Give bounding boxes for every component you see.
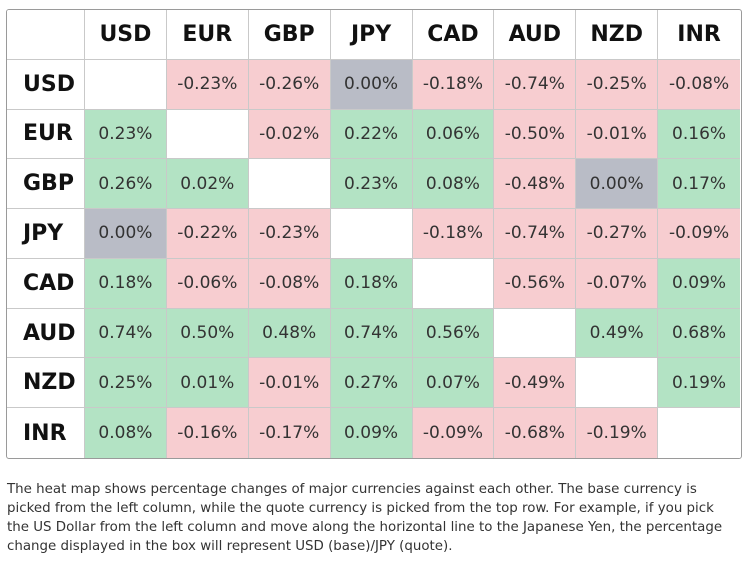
heatmap-cell-jpy-inr: -0.09% — [658, 209, 740, 259]
heatmap-cell-nzd-aud: -0.49% — [494, 358, 577, 409]
heatmap-cell-inr-nzd: -0.19% — [576, 408, 659, 458]
heatmap-cell-jpy-usd: 0.00% — [85, 209, 167, 259]
heatmap-cell-usd-aud: -0.74% — [494, 59, 577, 110]
heatmap-cell-inr-usd: 0.08% — [85, 408, 167, 458]
heatmap-cell-gbp-gbp — [248, 159, 331, 210]
heatmap-cell-jpy-jpy — [330, 209, 413, 259]
heatmap-cell-jpy-aud: -0.74% — [494, 209, 577, 259]
heatmap-cell-usd-jpy: 0.00% — [330, 59, 413, 110]
heatmap-cell-aud-eur: 0.50% — [166, 308, 249, 359]
row-header-cad: CAD — [7, 258, 85, 309]
heatmap-cell-usd-cad: -0.18% — [412, 59, 495, 110]
column-header-jpy: JPY — [330, 10, 413, 60]
heatmap-cell-inr-cad: -0.09% — [412, 408, 495, 458]
heatmap-caption: The heat map shows percentage changes of… — [7, 482, 723, 554]
heatmap-cell-eur-eur — [166, 109, 249, 160]
heatmap-cell-gbp-aud: -0.48% — [494, 159, 577, 210]
heatmap-cell-inr-jpy: 0.09% — [330, 408, 413, 458]
heatmap-cell-cad-inr: 0.09% — [658, 258, 740, 309]
heatmap-cell-cad-gbp: -0.08% — [248, 258, 331, 309]
heatmap-cell-gbp-jpy: 0.23% — [330, 159, 413, 210]
heatmap-cell-cad-eur: -0.06% — [166, 258, 249, 309]
row-header-aud: AUD — [7, 308, 85, 359]
heatmap-cell-cad-usd: 0.18% — [85, 258, 167, 309]
heatmap-cell-inr-inr — [658, 408, 740, 458]
heatmap-cell-nzd-inr: 0.19% — [658, 358, 740, 409]
heatmap-cell-eur-inr: 0.16% — [658, 109, 740, 160]
heatmap-cell-nzd-eur: 0.01% — [166, 358, 249, 409]
column-header-gbp: GBP — [248, 10, 331, 60]
heatmap-cell-gbp-cad: 0.08% — [412, 159, 495, 210]
heatmap-cell-eur-jpy: 0.22% — [330, 109, 413, 160]
heatmap-cell-usd-eur: -0.23% — [166, 59, 249, 110]
column-header-usd: USD — [85, 10, 167, 60]
column-header-nzd: NZD — [576, 10, 659, 60]
heatmap-cell-cad-jpy: 0.18% — [330, 258, 413, 309]
heatmap-cell-aud-aud — [494, 308, 577, 359]
heatmap-cell-eur-cad: 0.06% — [412, 109, 495, 160]
heatmap-cell-gbp-usd: 0.26% — [85, 159, 167, 210]
heatmap-cell-eur-usd: 0.23% — [85, 109, 167, 160]
heatmap-cell-gbp-nzd: 0.00% — [576, 159, 659, 210]
heatmap-cell-aud-gbp: 0.48% — [248, 308, 331, 359]
heatmap-cell-jpy-cad: -0.18% — [412, 209, 495, 259]
column-header-aud: AUD — [494, 10, 577, 60]
heatmap-cell-nzd-jpy: 0.27% — [330, 358, 413, 409]
heatmap-cell-aud-nzd: 0.49% — [576, 308, 659, 359]
heatmap-cell-cad-aud: -0.56% — [494, 258, 577, 309]
heatmap-grid: USD EUR GBP JPY CAD AUD NZD INR USD -0.23% -0.26% 0… — [7, 10, 741, 458]
heatmap-cell-usd-gbp: -0.26% — [248, 59, 331, 110]
heatmap-cell-aud-jpy: 0.74% — [330, 308, 413, 359]
row-header-eur: EUR — [7, 109, 85, 160]
column-header-cad: CAD — [412, 10, 495, 60]
heatmap-cell-inr-gbp: -0.17% — [248, 408, 331, 458]
heatmap-cell-cad-cad — [412, 258, 495, 309]
heatmap-cell-nzd-cad: 0.07% — [412, 358, 495, 409]
heatmap-cell-nzd-nzd — [576, 358, 659, 409]
heatmap-cell-aud-inr: 0.68% — [658, 308, 740, 359]
column-header-eur: EUR — [166, 10, 249, 60]
row-header-jpy: JPY — [7, 209, 85, 259]
heatmap-cell-nzd-gbp: -0.01% — [248, 358, 331, 409]
heatmap-corner — [7, 10, 85, 60]
heatmap-cell-eur-gbp: -0.02% — [248, 109, 331, 160]
column-header-inr: INR — [658, 10, 740, 60]
heatmap-cell-eur-nzd: -0.01% — [576, 109, 659, 160]
heatmap-cell-usd-nzd: -0.25% — [576, 59, 659, 110]
heatmap-cell-usd-inr: -0.08% — [658, 59, 740, 110]
row-header-usd: USD — [7, 59, 85, 110]
heatmap-cell-gbp-eur: 0.02% — [166, 159, 249, 210]
heatmap-cell-usd-usd — [85, 59, 167, 110]
heatmap-cell-nzd-usd: 0.25% — [85, 358, 167, 409]
currency-heatmap: USD EUR GBP JPY CAD AUD NZD INR USD -0.23% -0.26% 0… — [6, 9, 742, 459]
row-header-gbp: GBP — [7, 159, 85, 210]
heatmap-cell-gbp-inr: 0.17% — [658, 159, 740, 210]
heatmap-cell-cad-nzd: -0.07% — [576, 258, 659, 309]
heatmap-cell-jpy-eur: -0.22% — [166, 209, 249, 259]
row-header-inr: INR — [7, 408, 85, 458]
heatmap-cell-jpy-gbp: -0.23% — [248, 209, 331, 259]
row-header-nzd: NZD — [7, 358, 85, 409]
heatmap-cell-inr-eur: -0.16% — [166, 408, 249, 458]
heatmap-cell-aud-usd: 0.74% — [85, 308, 167, 359]
heatmap-cell-aud-cad: 0.56% — [412, 308, 495, 359]
heatmap-cell-eur-aud: -0.50% — [494, 109, 577, 160]
heatmap-cell-inr-aud: -0.68% — [494, 408, 577, 458]
heatmap-cell-jpy-nzd: -0.27% — [576, 209, 659, 259]
